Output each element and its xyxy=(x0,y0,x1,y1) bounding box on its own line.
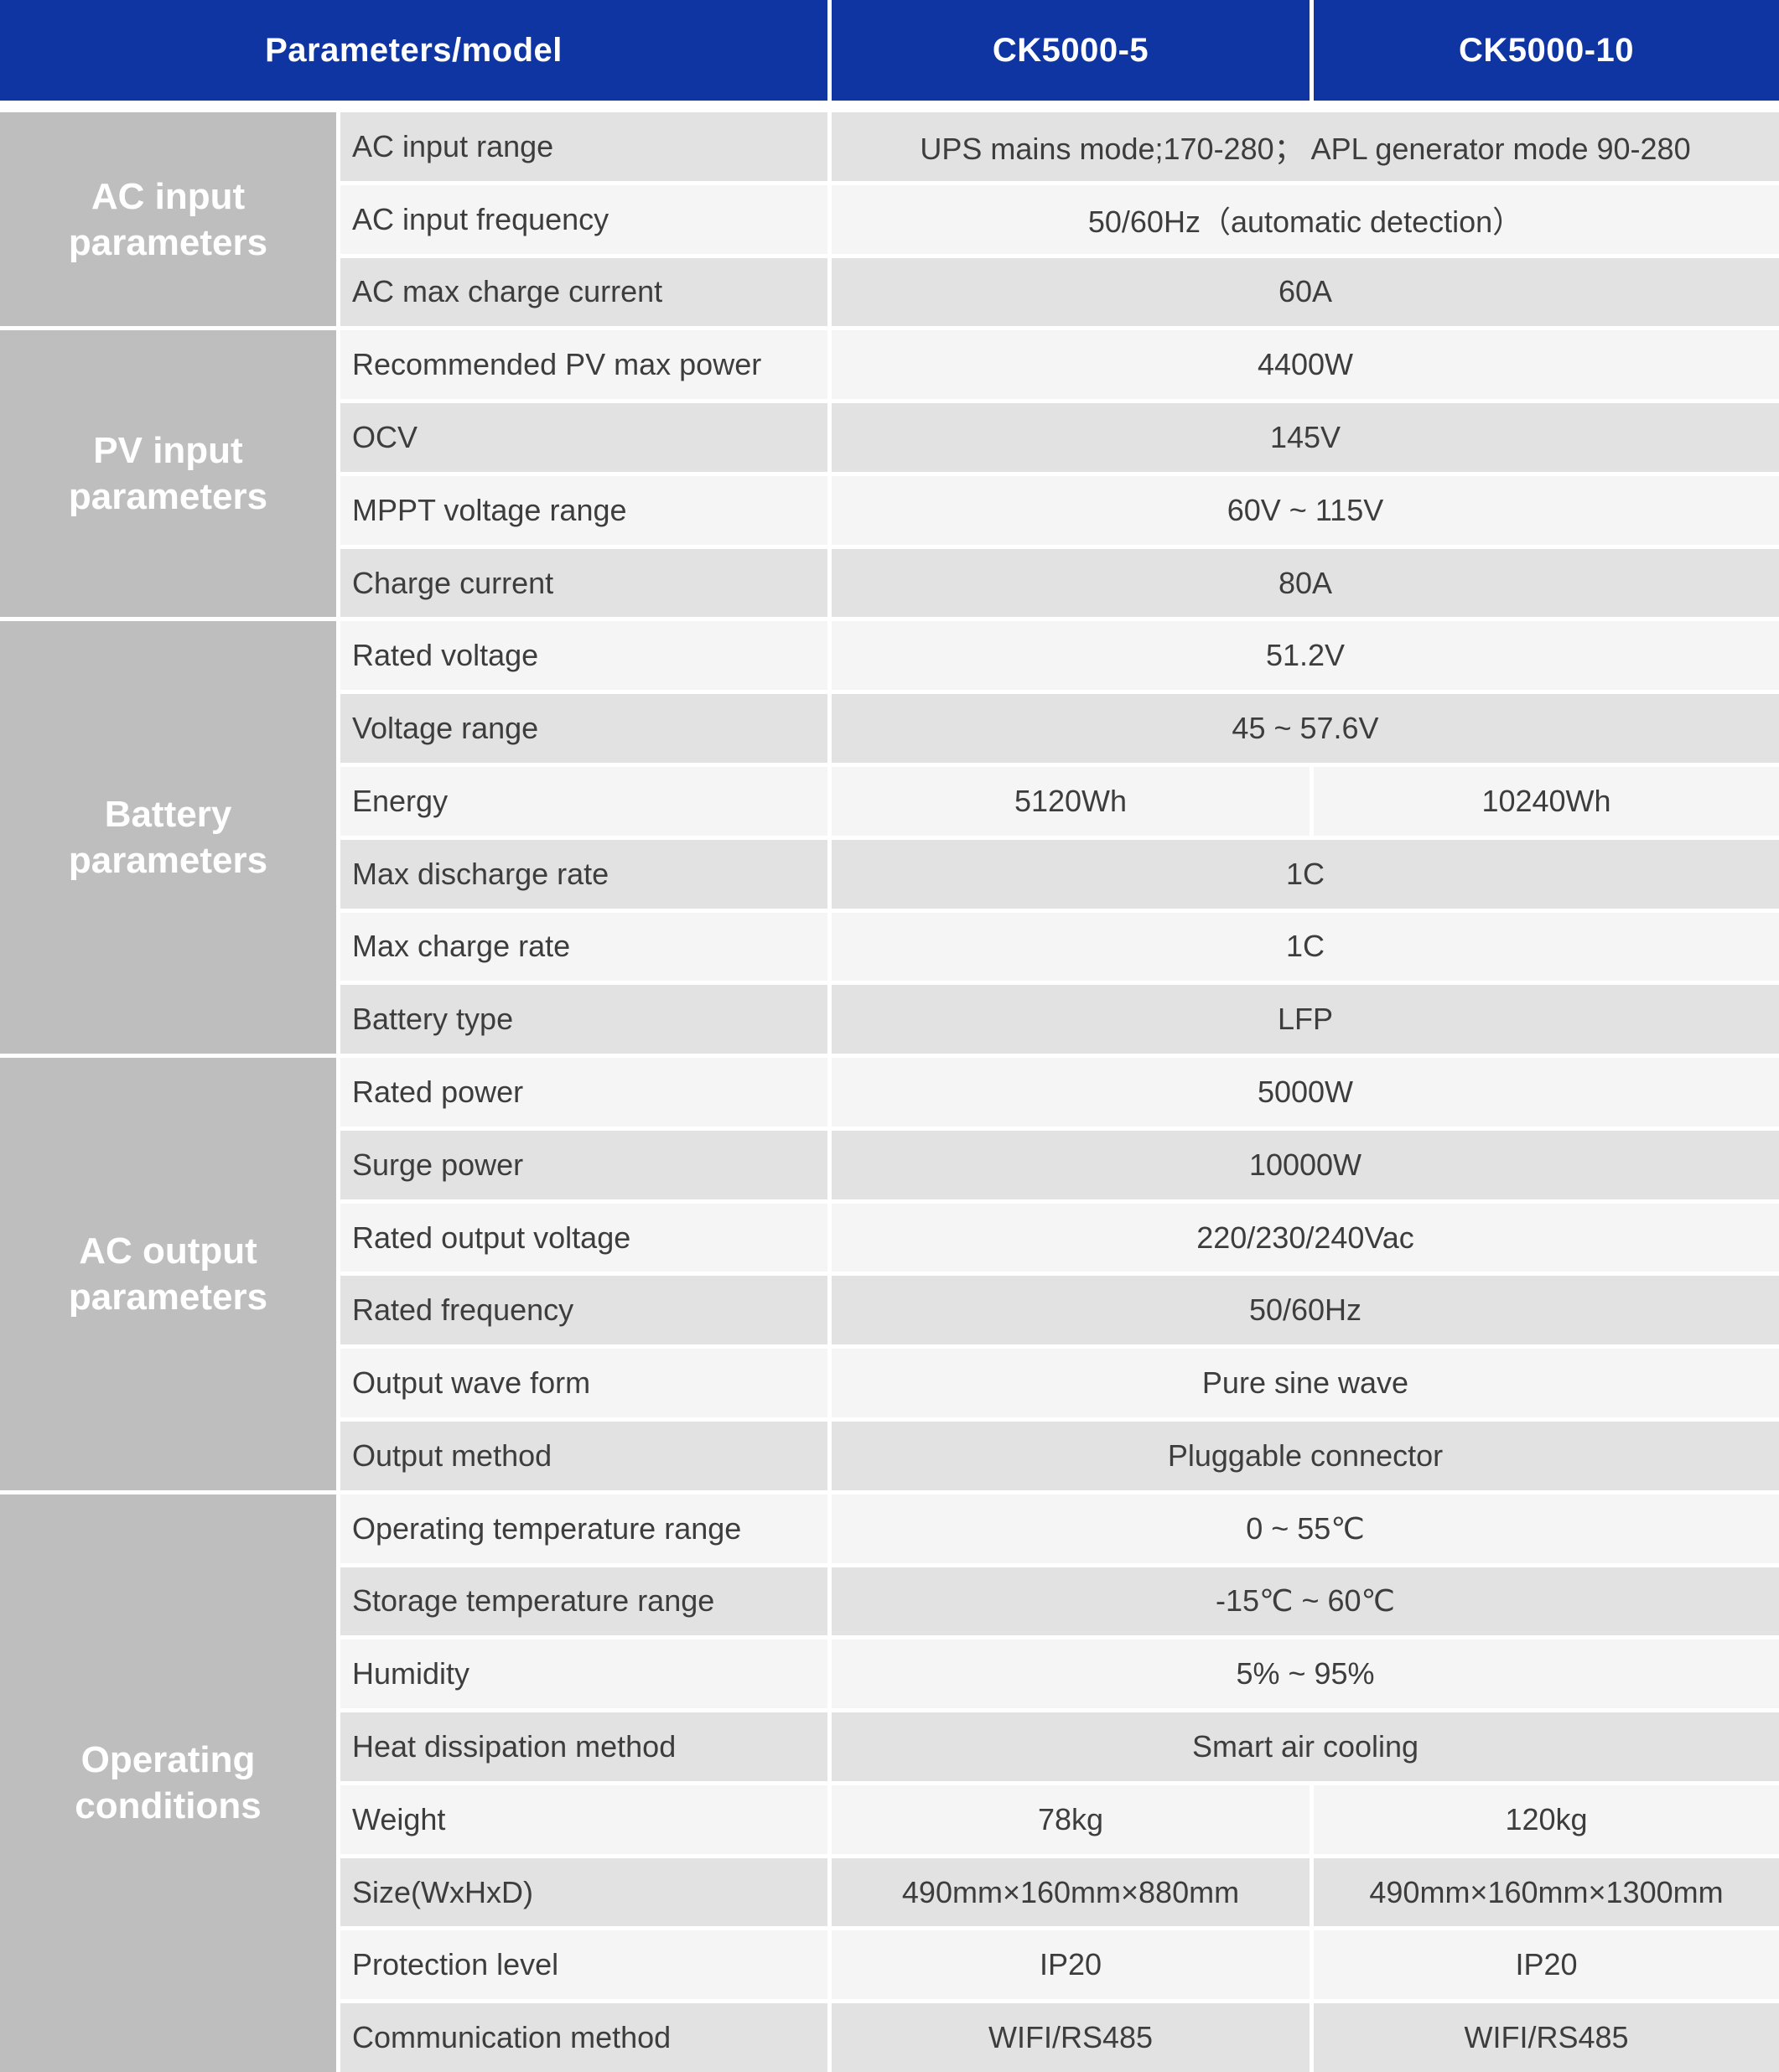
param-humidity: Humidity xyxy=(340,1639,827,1709)
param-storage-temperature-range: Storage temperature range xyxy=(340,1567,827,1636)
param-weight: Weight xyxy=(340,1785,827,1854)
value-communication-method-ck5000-5: WIFI/RS485 xyxy=(832,2003,1310,2072)
value-output-wave-form: Pure sine wave xyxy=(832,1349,1779,1417)
value-max-discharge-rate: 1C xyxy=(832,839,1779,909)
value-heat-dissipation-method: Smart air cooling xyxy=(832,1712,1779,1781)
value-battery-type: LFP xyxy=(832,985,1779,1054)
group-label-pv-input: PV input parameters xyxy=(0,330,336,618)
param-battery-type: Battery type xyxy=(340,985,827,1054)
value-size-ck5000-10: 490mm×160mm×1300mm xyxy=(1314,1857,1779,1927)
value-humidity: 5% ~ 95% xyxy=(832,1639,1779,1709)
param-communication-method: Communication method xyxy=(340,2003,827,2072)
param-surge-power: Surge power xyxy=(340,1130,827,1199)
param-rated-output-voltage: Rated output voltage xyxy=(340,1203,827,1272)
value-surge-power: 10000W xyxy=(832,1130,1779,1199)
value-communication-method-ck5000-10: WIFI/RS485 xyxy=(1314,2003,1779,2072)
group-label-battery: Battery parameters xyxy=(0,621,336,1054)
value-ac-input-range: UPS mains mode;170-280； APL generator mo… xyxy=(832,112,1779,181)
value-charge-current: 80A xyxy=(832,548,1779,618)
value-energy-ck5000-5: 5120Wh xyxy=(832,767,1310,836)
value-protection-level-ck5000-5: IP20 xyxy=(832,1930,1310,2000)
param-ac-input-range: AC input range xyxy=(340,112,827,181)
value-mppt-voltage-range: 60V ~ 115V xyxy=(832,475,1779,545)
param-ac-input-frequency: AC input frequency xyxy=(340,184,827,254)
value-output-method: Pluggable connector xyxy=(832,1422,1779,1490)
param-size-wxhxd: Size(WxHxD) xyxy=(340,1857,827,1927)
param-max-charge-rate: Max charge rate xyxy=(340,912,827,982)
header-model-ck5000-10: CK5000-10 xyxy=(1314,0,1779,101)
param-ocv: OCV xyxy=(340,403,827,472)
param-max-discharge-rate: Max discharge rate xyxy=(340,839,827,909)
header-parameters-model: Parameters/model xyxy=(0,0,827,101)
value-rated-output-voltage: 220/230/240Vac xyxy=(832,1203,1779,1272)
param-protection-level: Protection level xyxy=(340,1930,827,2000)
value-voltage-range: 45 ~ 57.6V xyxy=(832,694,1779,763)
value-rated-power: 5000W xyxy=(832,1058,1779,1127)
group-label-ac-output: AC output parameters xyxy=(0,1058,336,1490)
param-recommended-pv-max-power: Recommended PV max power xyxy=(340,330,827,400)
value-size-ck5000-5: 490mm×160mm×880mm xyxy=(832,1857,1310,1927)
value-ac-max-charge-current: 60A xyxy=(832,257,1779,327)
value-weight-ck5000-5: 78kg xyxy=(832,1785,1310,1854)
spec-table: AC input parameters AC input range UPS m… xyxy=(0,112,1779,2072)
param-ac-max-charge-current: AC max charge current xyxy=(340,257,827,327)
param-rated-frequency: Rated frequency xyxy=(340,1276,827,1345)
param-voltage-range: Voltage range xyxy=(340,694,827,763)
param-rated-voltage: Rated voltage xyxy=(340,621,827,691)
param-energy: Energy xyxy=(340,767,827,836)
value-weight-ck5000-10: 120kg xyxy=(1314,1785,1779,1854)
value-operating-temperature-range: 0 ~ 55℃ xyxy=(832,1494,1779,1563)
param-output-method: Output method xyxy=(340,1422,827,1490)
group-label-operating-conditions: Operating conditions xyxy=(0,1494,336,2072)
group-label-ac-input: AC input parameters xyxy=(0,112,336,327)
header-model-ck5000-5: CK5000-5 xyxy=(832,0,1310,101)
value-recommended-pv-max-power: 4400W xyxy=(832,330,1779,400)
param-rated-power: Rated power xyxy=(340,1058,827,1127)
value-rated-voltage: 51.2V xyxy=(832,621,1779,691)
value-max-charge-rate: 1C xyxy=(832,912,1779,982)
value-ocv: 145V xyxy=(832,403,1779,472)
value-protection-level-ck5000-10: IP20 xyxy=(1314,1930,1779,2000)
param-charge-current: Charge current xyxy=(340,548,827,618)
value-ac-input-frequency: 50/60Hz（automatic detection） xyxy=(832,184,1779,254)
param-output-wave-form: Output wave form xyxy=(340,1349,827,1417)
param-mppt-voltage-range: MPPT voltage range xyxy=(340,475,827,545)
value-energy-ck5000-10: 10240Wh xyxy=(1314,767,1779,836)
param-operating-temperature-range: Operating temperature range xyxy=(340,1494,827,1563)
param-heat-dissipation-method: Heat dissipation method xyxy=(340,1712,827,1781)
value-storage-temperature-range: -15℃ ~ 60℃ xyxy=(832,1567,1779,1636)
table-header-row: Parameters/model CK5000-5 CK5000-10 xyxy=(0,0,1779,101)
value-rated-frequency: 50/60Hz xyxy=(832,1276,1779,1345)
